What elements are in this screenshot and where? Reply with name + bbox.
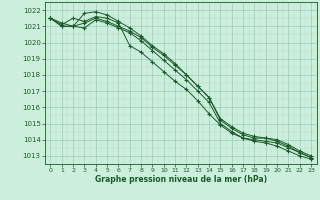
X-axis label: Graphe pression niveau de la mer (hPa): Graphe pression niveau de la mer (hPa): [95, 175, 267, 184]
